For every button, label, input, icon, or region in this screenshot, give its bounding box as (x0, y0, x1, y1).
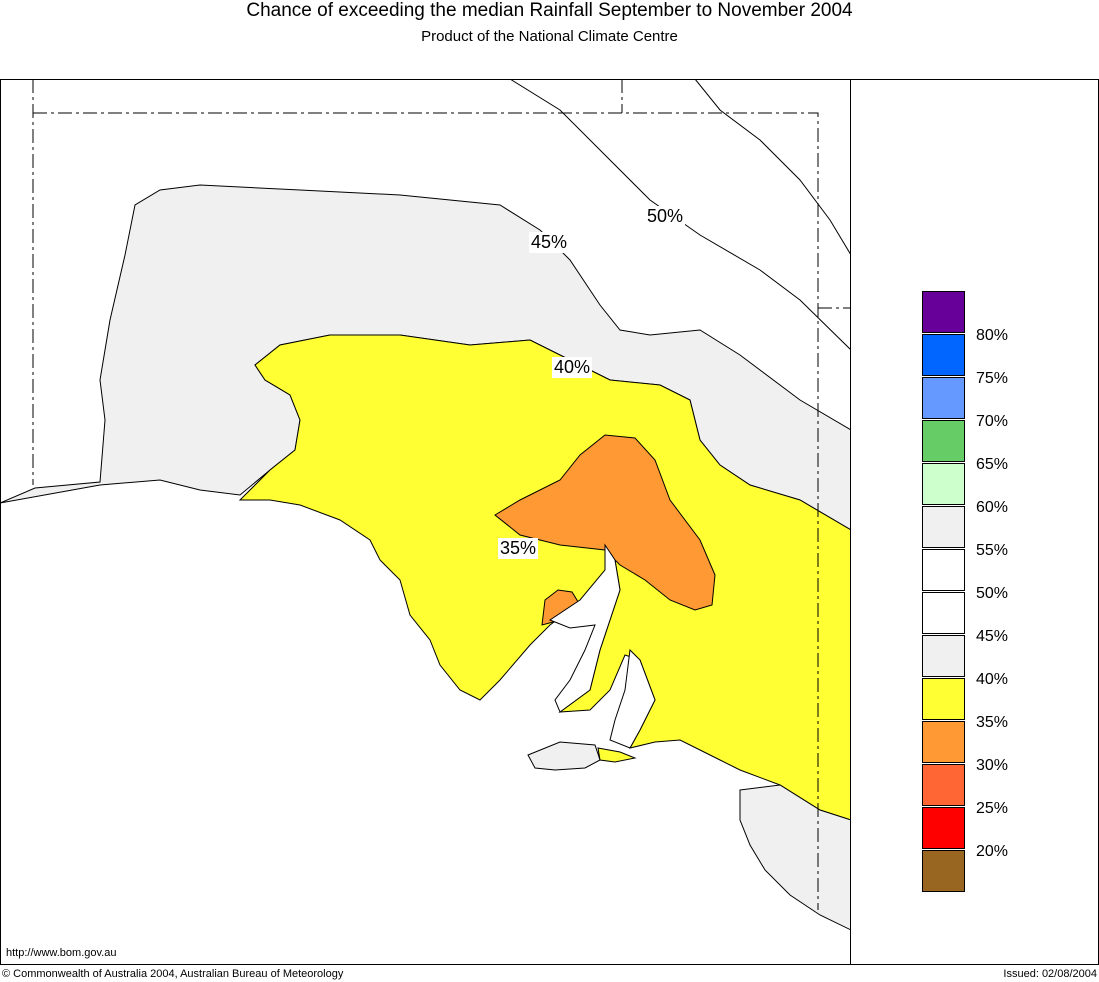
state-border (32, 79, 851, 910)
kangaroo-island (527, 741, 601, 771)
map-subtitle: Product of the National Climate Centre (421, 28, 678, 45)
legend-swatch (922, 549, 965, 591)
contour-line-50-b (694, 79, 851, 256)
legend-label: 40% (976, 671, 1009, 688)
legend-swatch (922, 721, 965, 763)
map-title: Chance of exceeding the median Rainfall … (246, 0, 853, 21)
legend-swatch (922, 377, 965, 419)
legend-label: 30% (976, 757, 1009, 774)
contour-label-35: 35% (498, 538, 539, 559)
gulf-st-vincent (609, 648, 656, 749)
spencer-gulf (548, 543, 621, 713)
legend-swatch (922, 291, 965, 333)
contour-label-50: 50% (645, 206, 686, 227)
legend-swatch (922, 807, 965, 849)
rainfall-map (0, 79, 851, 931)
legend-swatch (922, 635, 965, 677)
legend-label: 65% (976, 456, 1009, 473)
issued-date: Issued: 02/08/2004 (1003, 968, 1097, 980)
legend-swatch (922, 678, 965, 720)
contour-label-40: 40% (552, 357, 593, 378)
copyright-notice: © Commonwealth of Australia 2004, Austra… (2, 968, 344, 980)
source-url: http://www.bom.gov.au (6, 947, 117, 959)
map-divider (850, 79, 851, 964)
legend-label: 25% (976, 800, 1009, 817)
legend-label: 75% (976, 370, 1009, 387)
region-35-40 (238, 334, 851, 821)
legend-swatch (922, 420, 965, 462)
legend-swatch (922, 850, 965, 892)
legend-swatch (922, 592, 965, 634)
kangaroo-island-east (597, 747, 637, 763)
legend-label: 60% (976, 499, 1009, 516)
legend-label: 70% (976, 413, 1009, 430)
legend-swatch (922, 506, 965, 548)
legend-label: 45% (976, 628, 1009, 645)
contour-label-45: 45% (529, 232, 570, 253)
legend-label: 35% (976, 714, 1009, 731)
legend-label: 50% (976, 585, 1009, 602)
legend-label: 20% (976, 843, 1009, 860)
legend-label: 80% (976, 327, 1009, 344)
legend-label: 55% (976, 542, 1009, 559)
region-40-45-southeast (739, 784, 851, 931)
legend-swatch (922, 334, 965, 376)
legend-swatch (922, 463, 965, 505)
legend-swatch (922, 764, 965, 806)
